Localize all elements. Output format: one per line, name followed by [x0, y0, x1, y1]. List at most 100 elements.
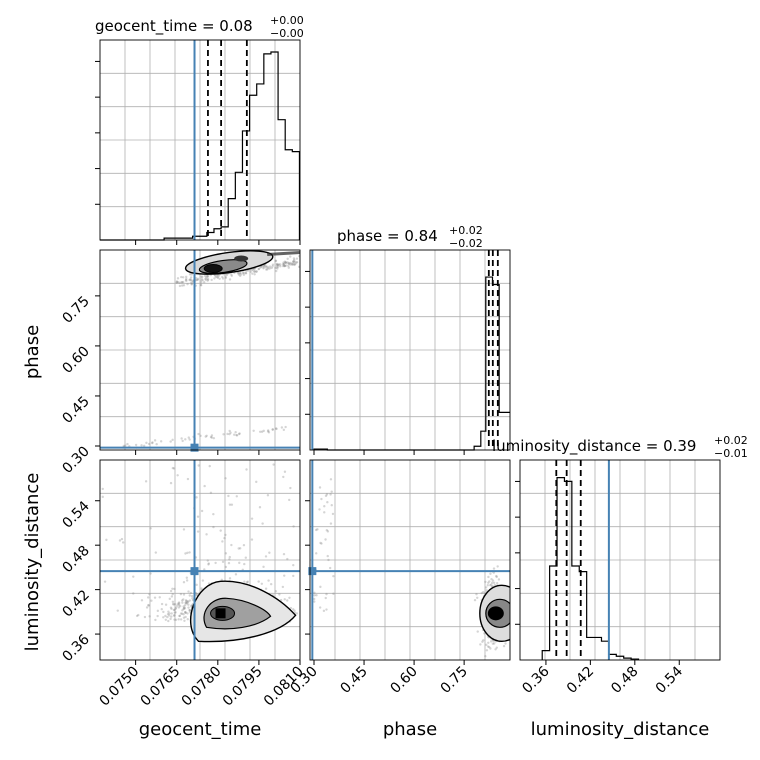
- sample-point: [176, 474, 179, 477]
- x-tick-label: 0.0795: [220, 664, 266, 710]
- sample-point: [182, 607, 185, 611]
- sample-point: [242, 543, 246, 547]
- sample-point: [320, 542, 323, 545]
- sample-point: [304, 595, 306, 597]
- sample-point: [162, 616, 165, 619]
- sample-point: [206, 277, 209, 281]
- sample-point: [255, 270, 258, 273]
- sample-point: [199, 284, 203, 287]
- sample-point: [284, 425, 287, 429]
- sample-point: [268, 267, 271, 270]
- sample-point: [204, 277, 207, 280]
- sample-point: [319, 585, 322, 589]
- sample-point: [243, 580, 246, 583]
- sample-point: [210, 436, 213, 439]
- sample-point: [237, 547, 240, 550]
- sample-point: [304, 611, 306, 613]
- sample-point: [226, 432, 229, 436]
- sample-point: [264, 587, 268, 590]
- sample-point: [482, 590, 485, 594]
- sample-point: [484, 586, 488, 589]
- sample-point: [176, 602, 180, 606]
- truth-marker: [308, 567, 317, 576]
- x-tick-label: 0.42: [564, 664, 597, 697]
- sample-point: [174, 607, 177, 610]
- sample-point: [251, 268, 254, 271]
- sample-point: [159, 440, 163, 443]
- sample-point: [190, 605, 193, 608]
- sample-point: [184, 275, 188, 279]
- sample-point: [179, 612, 183, 615]
- sample-point: [196, 278, 199, 282]
- sample-point: [134, 443, 138, 447]
- sample-point: [199, 434, 202, 438]
- sample-point: [177, 603, 181, 607]
- sample-point: [169, 481, 173, 485]
- sample-point: [186, 618, 189, 621]
- sample-point: [291, 263, 294, 267]
- xlabel-phase: phase: [383, 719, 437, 740]
- sample-point: [187, 603, 190, 606]
- sample-point: [255, 480, 258, 484]
- sample-point: [274, 259, 278, 262]
- sample-point: [188, 273, 192, 276]
- sample-point: [325, 608, 328, 611]
- sample-point: [293, 262, 296, 266]
- sample-point: [164, 614, 167, 618]
- sample-point: [487, 575, 490, 579]
- sample-point: [313, 594, 316, 597]
- sample-point: [271, 263, 275, 266]
- sample-point: [284, 261, 287, 265]
- sample-point: [484, 580, 487, 584]
- grid: [100, 40, 300, 240]
- sample-point: [313, 591, 316, 595]
- sample-point: [101, 487, 104, 491]
- sample-point: [493, 581, 496, 585]
- grid: [520, 460, 720, 660]
- sample-point: [218, 277, 221, 280]
- x-tick-label: 0.0750: [96, 664, 142, 710]
- sample-point: [185, 602, 188, 605]
- sample-point: [319, 541, 322, 545]
- sample-point: [233, 433, 236, 436]
- sample-point: [496, 565, 499, 568]
- sample-point: [487, 581, 490, 584]
- sample-point: [295, 261, 298, 264]
- sample-point: [288, 262, 291, 265]
- sample-point: [242, 273, 246, 276]
- sample-point: [224, 552, 228, 555]
- title-phase-minus: −0.02: [449, 237, 483, 250]
- sample-point: [267, 579, 270, 582]
- sample-point: [212, 525, 215, 529]
- sample-point: [260, 582, 264, 585]
- sample-point: [151, 441, 154, 444]
- sample-point: [289, 261, 292, 265]
- sample-point: [208, 464, 211, 468]
- sample-point: [282, 262, 285, 266]
- sample-point: [132, 592, 135, 595]
- sample-point: [324, 494, 328, 498]
- sample-point: [201, 278, 204, 282]
- sample-point: [175, 280, 179, 284]
- sample-point: [200, 279, 203, 282]
- contour-inner: [203, 264, 223, 274]
- sample-point: [238, 432, 241, 435]
- grid: [100, 250, 300, 450]
- sample-point: [185, 576, 189, 579]
- sample-point: [178, 614, 181, 618]
- sample-point: [295, 257, 299, 260]
- sample-point: [181, 609, 184, 612]
- sample-point: [327, 558, 330, 562]
- sample-point: [291, 262, 294, 265]
- sample-point: [492, 567, 496, 570]
- sample-point: [250, 538, 254, 541]
- sample-point: [205, 533, 208, 536]
- sample-point: [284, 261, 287, 264]
- sample-point: [315, 594, 318, 597]
- sample-point: [491, 579, 495, 582]
- sample-point: [249, 270, 252, 273]
- sample-point: [167, 619, 170, 623]
- sample-point: [144, 480, 148, 483]
- sample-point: [224, 565, 228, 569]
